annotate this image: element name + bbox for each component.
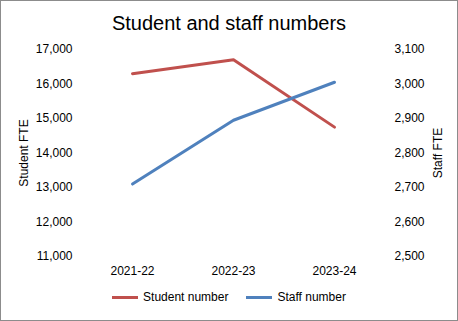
svg-text:Staff FTE: Staff FTE bbox=[431, 128, 445, 178]
svg-text:2,700: 2,700 bbox=[395, 180, 425, 194]
svg-text:2,900: 2,900 bbox=[395, 111, 425, 125]
html-text:Student number: Student number bbox=[143, 290, 229, 304]
html-text:Student and staff numbers: Student and staff numbers bbox=[111, 12, 347, 34]
svg-text:2,800: 2,800 bbox=[395, 146, 425, 160]
svg-text:13,000: 13,000 bbox=[36, 180, 73, 194]
svg-text:2022-23: 2022-23 bbox=[211, 264, 255, 278]
svg-text:Student FTE: Student FTE bbox=[17, 119, 31, 186]
svg-text:16,000: 16,000 bbox=[36, 77, 73, 91]
svg-text:2,500: 2,500 bbox=[395, 249, 425, 263]
svg-text:2,600: 2,600 bbox=[395, 215, 425, 229]
html-text:Staff number: Staff number bbox=[277, 290, 346, 304]
svg-text:14,000: 14,000 bbox=[36, 146, 73, 160]
svg-text:2023-24: 2023-24 bbox=[312, 264, 356, 278]
svg-text:11,000: 11,000 bbox=[37, 249, 73, 263]
svg-text:3,100: 3,100 bbox=[395, 42, 425, 56]
svg-text:17,000: 17,000 bbox=[36, 42, 73, 56]
svg-text:12,000: 12,000 bbox=[36, 215, 73, 229]
svg-text:3,000: 3,000 bbox=[395, 77, 425, 91]
svg-text:15,000: 15,000 bbox=[36, 111, 73, 125]
svg-text:2021-22: 2021-22 bbox=[110, 264, 154, 278]
